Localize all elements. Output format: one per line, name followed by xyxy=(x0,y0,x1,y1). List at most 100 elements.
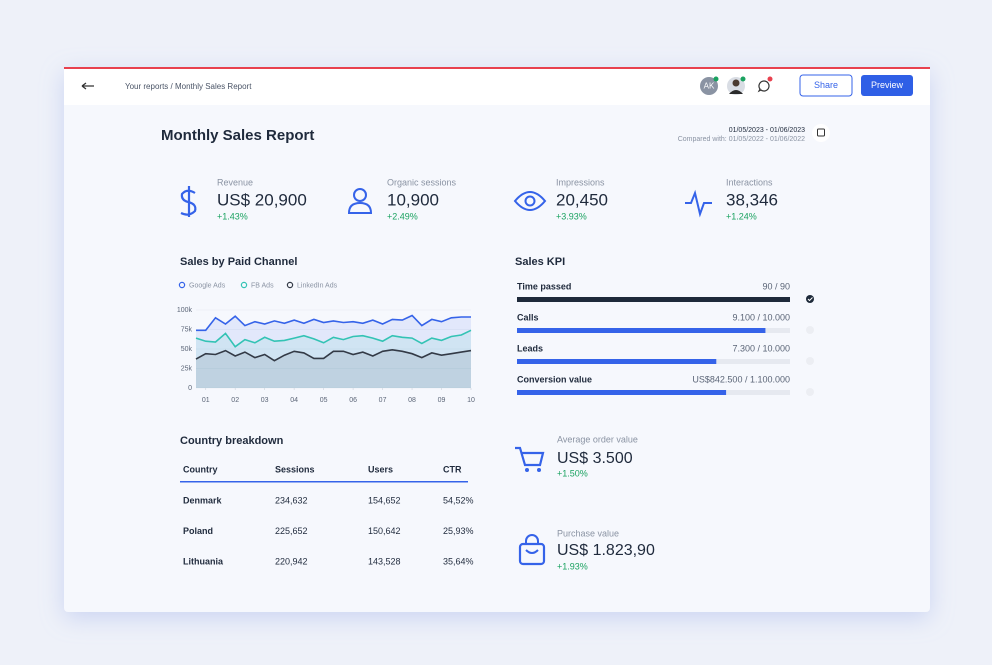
table-title: Country breakdown xyxy=(180,435,284,447)
legend-swatch xyxy=(286,281,294,289)
share-button[interactable] xyxy=(799,74,853,97)
metric-label: Impressions xyxy=(556,177,605,187)
x-tick-label: 10 xyxy=(467,397,475,404)
bag-icon xyxy=(518,542,546,566)
table-cell: 220,942 xyxy=(275,556,308,566)
metric-change: +1.43% xyxy=(217,211,248,221)
kpi-bar xyxy=(517,390,727,395)
table-cell: Denmark xyxy=(183,495,223,505)
x-tick-label: 01 xyxy=(202,397,210,404)
kpi-label: Leads xyxy=(517,343,543,353)
x-tick-label: 07 xyxy=(379,397,387,404)
x-tick-label: 08 xyxy=(408,397,416,404)
table-cell: 225,652 xyxy=(275,526,308,536)
metric-value: 20,450 xyxy=(556,190,608,209)
area xyxy=(196,349,471,388)
metric-label: Interactions xyxy=(726,177,773,187)
chat-icon[interactable] xyxy=(757,80,770,93)
summary-value: US$ 3.500 xyxy=(557,450,633,467)
kpi-value: 9.100 / 10.000 xyxy=(732,312,790,322)
column-header: Country xyxy=(183,464,218,474)
area xyxy=(196,330,471,388)
y-tick-label: 100k xyxy=(177,307,193,314)
metric-value: 38,346 xyxy=(726,190,778,209)
eye-pupil xyxy=(524,195,536,207)
preview-label: Preview xyxy=(871,80,904,90)
metric-change: +3.93% xyxy=(556,211,587,221)
metric-label: Revenue xyxy=(217,177,253,187)
kpi-value: 7.300 / 10.000 xyxy=(732,343,790,353)
summary-label: Purchase value xyxy=(557,528,619,538)
notification-dot xyxy=(767,76,773,82)
line xyxy=(195,348,472,362)
eye-icon xyxy=(513,191,547,211)
kpi-value: 90 / 90 xyxy=(762,281,790,291)
x-tick-label: 04 xyxy=(290,397,298,404)
kpi-bar xyxy=(517,359,717,364)
dollar-icon xyxy=(180,186,197,217)
table-cell: Poland xyxy=(183,526,213,536)
kpi-check xyxy=(806,388,814,396)
bag-handle xyxy=(525,534,539,554)
metric-label: Organic sessions xyxy=(387,177,457,187)
x-tick-label: 02 xyxy=(231,397,239,404)
compared-range: Compared with: 01/05/2022 - 01/06/2022 xyxy=(678,136,805,143)
cart-icon xyxy=(515,446,545,467)
avatar[interactable] xyxy=(700,77,718,95)
avatar-head xyxy=(732,79,740,87)
column-header: CTR xyxy=(443,464,462,474)
status-dot xyxy=(713,76,719,82)
x-tick-label: 05 xyxy=(320,397,328,404)
metric-change: +2.49% xyxy=(387,211,418,221)
kpi-label: Time passed xyxy=(517,281,571,291)
table-cell: 154,652 xyxy=(368,495,401,505)
user-icon-body xyxy=(347,201,373,214)
chart-title: Sales by Paid Channel xyxy=(180,256,297,268)
summary-change: +1.93% xyxy=(557,561,588,571)
preview-button[interactable] xyxy=(861,75,913,96)
kpi-check xyxy=(806,295,814,303)
share-label: Share xyxy=(814,80,838,90)
table-cell: 143,528 xyxy=(368,556,401,566)
kpi-value: US$842.500 / 1.100.000 xyxy=(692,374,790,384)
report-card xyxy=(64,67,930,612)
legend-label: LinkedIn Ads xyxy=(297,282,338,289)
calendar-icon xyxy=(817,128,825,137)
breadcrumb: Your reports / Monthly Sales Report xyxy=(125,82,252,91)
table-cell: 25,93% xyxy=(443,526,474,536)
top-border xyxy=(64,67,930,69)
table-header-rule xyxy=(180,481,468,483)
table-cell: 54,52% xyxy=(443,495,474,505)
report-title: Monthly Sales Report xyxy=(161,127,314,144)
status-dot xyxy=(740,76,746,82)
summary-label: Average order value xyxy=(557,434,638,444)
user-icon xyxy=(353,188,367,202)
x-tick-label: 09 xyxy=(438,397,446,404)
kpi-check xyxy=(806,326,814,334)
y-tick-label: 50k xyxy=(181,346,193,353)
legend-label: Google Ads xyxy=(189,282,226,289)
table-cell: 35,64% xyxy=(443,556,474,566)
x-tick-label: 03 xyxy=(261,397,269,404)
metric-value: 10,900 xyxy=(387,190,439,209)
summary-value: US$ 1.823,90 xyxy=(557,542,655,559)
line xyxy=(195,329,472,348)
avatar-body xyxy=(729,90,743,94)
legend-swatch xyxy=(240,281,248,289)
table-cell: Lithuania xyxy=(183,556,224,566)
line xyxy=(196,314,471,332)
top-bar xyxy=(64,67,930,105)
cart-wheel xyxy=(537,468,541,472)
cart-wheel xyxy=(525,468,529,472)
x-tick-label: 06 xyxy=(349,397,357,404)
kpi-title: Sales KPI xyxy=(515,256,565,268)
kpi-label: Calls xyxy=(517,312,539,322)
back-arrow[interactable] xyxy=(81,82,94,90)
y-tick-label: 75k xyxy=(181,326,193,333)
kpi-label: Conversion value xyxy=(517,374,592,384)
metric-change: +1.24% xyxy=(726,211,757,221)
legend-swatch xyxy=(178,281,186,289)
kpi-bar xyxy=(517,297,790,302)
kpi-check xyxy=(806,357,814,365)
calendar-button[interactable] xyxy=(812,124,830,142)
